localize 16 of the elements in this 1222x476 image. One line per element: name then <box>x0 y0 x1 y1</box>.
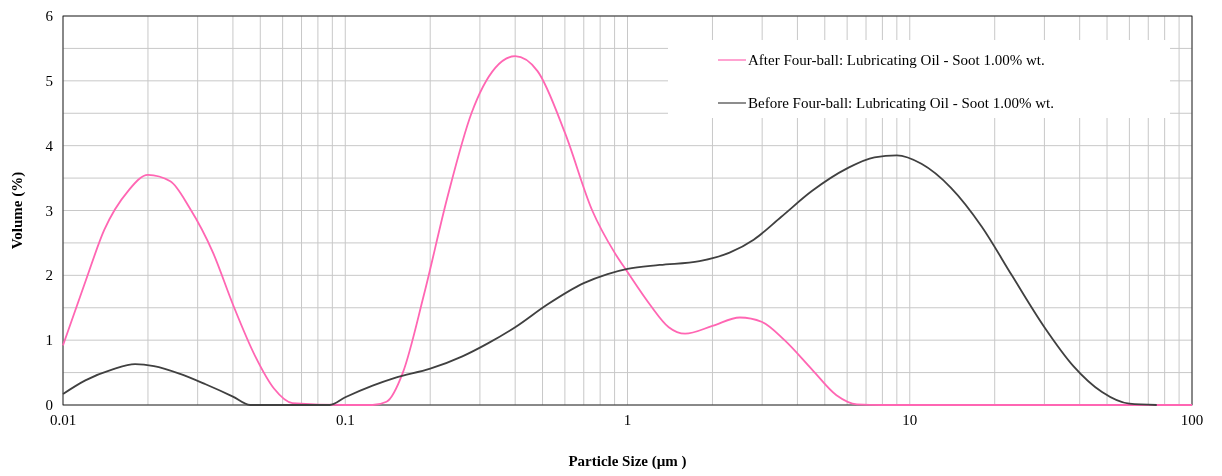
y-tick-label: 0 <box>45 397 53 413</box>
x-tick-label: 0.1 <box>335 412 355 428</box>
x-axis-title: Particle Size (µm ) <box>568 453 687 470</box>
y-tick-label: 1 <box>45 332 53 349</box>
x-tick-label: 0.01 <box>49 412 77 428</box>
y-tick-label: 2 <box>45 267 53 284</box>
y-tick-label: 6 <box>45 8 54 24</box>
legend-label: Before Four-ball: Lubricating Oil - Soot 1.00% wt. <box>748 95 1054 111</box>
x-tick-label: 100 <box>1180 412 1204 428</box>
y-tick-label: 5 <box>45 72 53 89</box>
y-tick-label: 3 <box>45 202 53 219</box>
y-axis-title: Volume (%) <box>9 171 26 250</box>
y-tick-label: 4 <box>45 137 54 154</box>
x-tick-label: 10 <box>902 412 918 428</box>
x-tick-label: 1 <box>623 412 632 428</box>
legend-label: After Four-ball: Lubricating Oil - Soot 1.00% wt. <box>748 52 1045 68</box>
